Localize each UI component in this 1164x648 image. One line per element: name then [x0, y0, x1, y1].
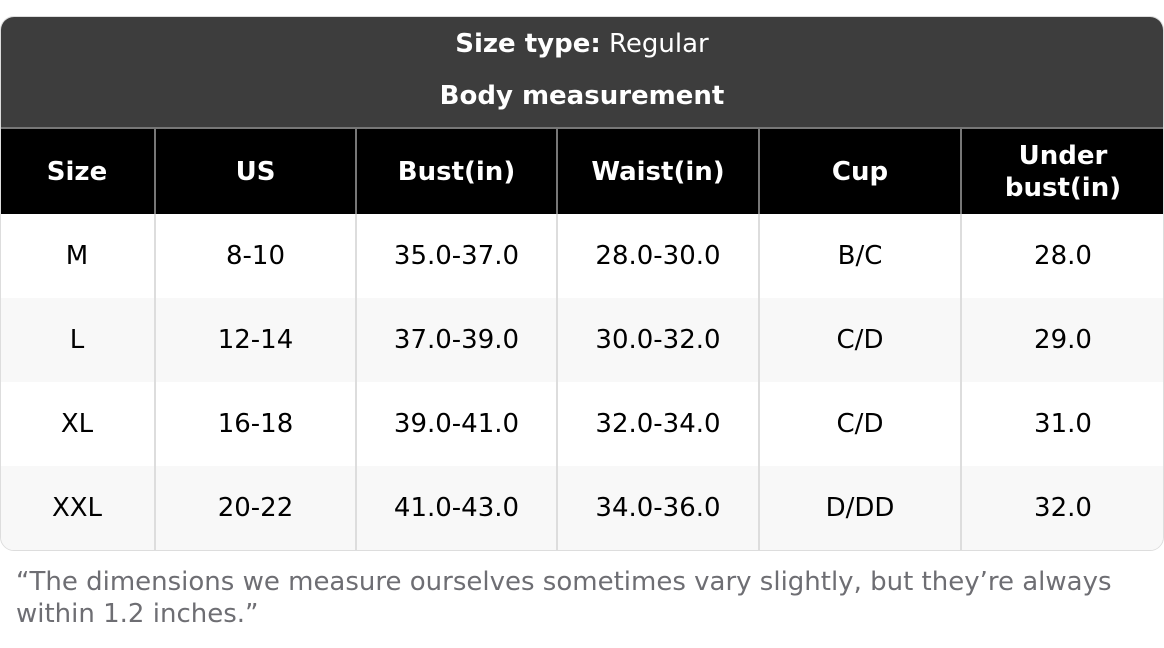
size-table: Size US Bust(in) Waist(in) Cup Under bus… — [1, 129, 1163, 550]
column-header: Waist(in) — [556, 129, 759, 214]
table-cell: 28.0-30.0 — [556, 214, 759, 298]
table-cell: C/D — [758, 382, 961, 466]
table-cell: 8-10 — [154, 214, 356, 298]
table-row: L 12-14 37.0-39.0 30.0-32.0 C/D 29.0 — [1, 298, 1163, 382]
size-type-label: Size type: — [455, 29, 601, 59]
table-cell: 20-22 — [154, 466, 356, 550]
table-header-row: Size US Bust(in) Waist(in) Cup Under bus… — [1, 129, 1163, 214]
table-cell: 41.0-43.0 — [355, 466, 557, 550]
column-header: Size — [1, 129, 155, 214]
column-header: Under bust(in) — [960, 129, 1163, 214]
table-cell: L — [1, 298, 155, 382]
size-type-value: Regular — [609, 29, 709, 59]
table-cell: 31.0 — [960, 382, 1163, 466]
column-header: Cup — [758, 129, 961, 214]
size-chart-card: Size type: Regular Body measurement Size… — [0, 16, 1164, 551]
table-cell: M — [65, 241, 89, 271]
table-cell: 28.0 — [960, 214, 1163, 298]
column-header: Bust(in) — [355, 129, 557, 214]
table-cell: 34.0-36.0 — [556, 466, 759, 550]
table-cell: 39.0-41.0 — [355, 382, 557, 466]
table-cell: 30.0-32.0 — [556, 298, 759, 382]
table-cell: 16-18 — [154, 382, 356, 466]
table-cell: C/D — [758, 298, 961, 382]
table-row: XL 16-18 39.0-41.0 32.0-34.0 C/D 31.0 — [1, 382, 1163, 466]
column-header: US — [154, 129, 356, 214]
table-cell: 35.0-37.0 — [355, 214, 557, 298]
section-title: Body measurement — [439, 81, 725, 111]
table-cell: XL — [60, 409, 94, 439]
size-type: Size type: Regular — [1, 17, 1163, 70]
footnote: “The dimensions we measure ourselves som… — [16, 567, 1112, 629]
table-cell: D/DD — [758, 466, 961, 550]
table-cell: XXL — [1, 466, 155, 550]
table-cell: 37.0-39.0 — [355, 298, 557, 382]
table-cell: 32.0-34.0 — [556, 382, 759, 466]
table-row: M 8-10 35.0-37.0 28.0-30.0 B/C 28.0 — [1, 214, 1163, 298]
table-cell: 29.0 — [960, 298, 1163, 382]
table-cell: 12-14 — [154, 298, 356, 382]
size-chart-header: Size type: Regular Body measurement — [1, 17, 1163, 129]
table-cell: 32.0 — [960, 466, 1163, 550]
table-cell: B/C — [758, 214, 961, 298]
table-row: XXL 20-22 41.0-43.0 34.0-36.0 D/DD 32.0 — [1, 466, 1163, 550]
